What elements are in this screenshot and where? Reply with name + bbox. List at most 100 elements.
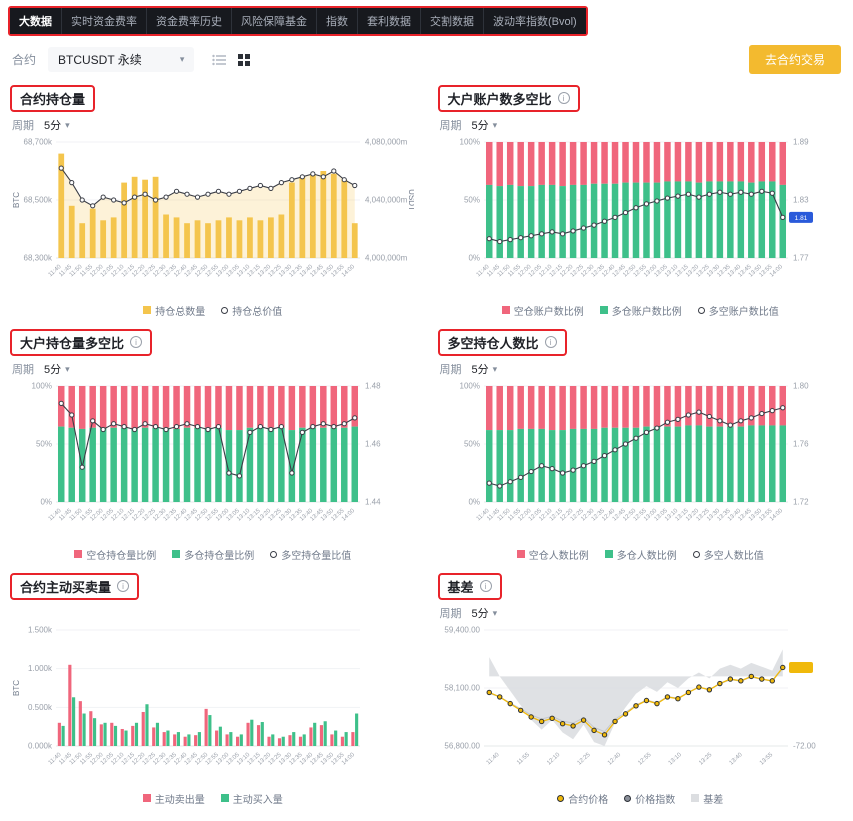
legend-item[interactable]: 空仓持仓量比例 [74,547,156,562]
nav-item-0[interactable]: 大数据 [19,16,52,28]
period-label: 周期 [12,364,34,376]
svg-text:13:55: 13:55 [758,752,774,767]
svg-text:1.77: 1.77 [793,254,809,263]
legend-label: 主动卖出量 [154,794,205,806]
chart-title-annotation-box: 大户账户数多空比 i [437,84,580,112]
period-row: 周期 5分 ▾ [440,116,844,134]
svg-text:4,000,000m: 4,000,000m [365,254,408,263]
period-row: 周期 5分 ▾ [440,360,844,378]
legend-item[interactable]: 合约价格 [557,791,608,806]
nav-item-3[interactable]: 风险保障基金 [231,8,316,34]
svg-text:USDT: USDT [407,189,414,211]
info-icon[interactable]: i [117,580,130,592]
svg-text:14:00: 14:00 [341,752,357,767]
legend-marker-icon [697,306,705,314]
chart-title: 大户持仓量多空比 [20,335,125,351]
chart-title: 大户账户数多空比 [447,91,552,107]
legend-item[interactable]: 空仓账户数比例 [501,303,584,318]
nav-item-1[interactable]: 实时资金费率 [61,8,146,34]
legend-label: 持仓总数量 [155,306,206,318]
svg-text:BTC: BTC [12,680,21,696]
info-icon[interactable]: i [479,580,492,592]
chart-panel-top-trader-account-ratio: 大户账户数多空比 i 周期 5分 ▾ 100% 50% 0% 1.89 1.83 1.77… [436,78,846,318]
chart-panel-taker-buy-sell-volume: 合约主动买卖量 i 1.500k 1.000k 0.500k 0.000k BTC 11:… [8,566,418,806]
legend-item[interactable]: 多空人数比值 [692,547,764,562]
contract-select[interactable]: BTCUSDT 永续 ▾ [48,47,195,72]
legend-label: 基差 [703,794,724,806]
svg-text:14:00: 14:00 [341,264,357,279]
period-select[interactable]: 5分 ▾ [44,117,70,133]
info-icon[interactable]: i [557,92,570,104]
chart-canvas: 100%50%0%1.891.831.7711:4011:4511:5011:5… [459,138,813,279]
period-label: 周期 [439,608,462,620]
svg-text:0%: 0% [468,498,480,507]
legend-item[interactable]: 基差 [691,791,723,806]
period-select-value: 5分 [471,608,489,620]
svg-text:14:00: 14:00 [768,508,784,523]
period-row: 周期 5分 ▾ [440,604,844,622]
legend-marker-icon [270,550,278,558]
chart-title-annotation-box: 多空持仓人数比 i [437,328,567,356]
info-icon[interactable]: i [130,336,143,348]
period-row: 周期 5分 ▾ [12,116,416,134]
period-select[interactable]: 5分 ▾ [44,361,70,377]
svg-text:11:55: 11:55 [516,752,531,767]
list-view-icon[interactable] [212,54,227,66]
legend-item[interactable]: 空仓人数比例 [516,547,589,562]
svg-text:1.83: 1.83 [793,196,809,205]
chart-title-annotation-box: 大户持仓量多空比 i [10,328,153,356]
legend-item[interactable]: 多空持仓量比值 [270,547,351,562]
legend-marker-icon [516,550,525,558]
nav-item-6[interactable]: 交割数据 [420,8,483,34]
legend-item[interactable]: 多仓人数比例 [604,547,677,562]
go-trade-button[interactable]: 去合约交易 [748,45,841,74]
svg-text:13:40: 13:40 [728,752,744,767]
legend-item[interactable]: 持仓总价值 [221,303,282,318]
legend-label: 空仓账户数比例 [513,306,584,318]
legend-label: 空仓人数比例 [528,550,589,562]
svg-text:11:40: 11:40 [485,752,500,767]
nav-item-5[interactable]: 套利数据 [357,8,420,34]
legend-item[interactable]: 多仓账户数比例 [599,303,682,318]
nav-item-4[interactable]: 指数 [316,8,357,34]
period-select[interactable]: 5分 ▾ [472,605,498,621]
chart-panel-long-short-people-ratio: 多空持仓人数比 i 周期 5分 ▾ 100% 50% 0% 1.80 1.76 1.72 1… [436,322,846,562]
period-select-value: 5分 [44,364,62,376]
legend-item[interactable]: 多仓持仓量比例 [172,547,254,562]
chart-panel-open-interest: 合约持仓量 周期 5分 ▾ 68,700k 68,500k 68,300k 4,080… [8,78,418,318]
legend-item[interactable]: 主动买入量 [220,791,283,806]
legend-item[interactable]: 主动卖出量 [142,791,205,806]
contract-label: 合约 [12,53,37,67]
svg-text:BTC: BTC [12,192,21,208]
legend-item[interactable]: 多空账户数比值 [697,303,779,318]
caret-down-icon: ▾ [65,119,70,130]
legend-marker-icon [604,550,613,558]
info-icon[interactable]: i [544,336,557,348]
svg-text:100%: 100% [459,138,479,147]
svg-text:0%: 0% [40,498,52,507]
svg-text:13:10: 13:10 [667,752,683,767]
chart-canvas: 1.500k1.000k0.500k0.000kBTC11:4011:4511:… [12,626,360,767]
legend-item[interactable]: 持仓总数量 [143,303,205,318]
svg-text:12:10: 12:10 [546,752,562,767]
period-select[interactable]: 5分 ▾ [472,361,498,377]
top-nav: 大数据 实时资金费率 资金费率历史 风险保障基金 指数 套利数据 交割数据 波动率指数(Bvo… [10,8,586,34]
legend-label: 多仓持仓量比例 [184,550,255,562]
legend-marker-icon [557,794,565,802]
nav-item-7[interactable]: 波动率指数(Bvol) [483,8,586,34]
chart-legend: 合约价格 价格指数 基差 [438,790,844,806]
chart-panel-basis: 基差 i 周期 5分 ▾ 59,400.00 58,100.00 56,800.00… [436,566,846,806]
legend-item[interactable]: 价格指数 [624,791,675,806]
svg-text:-72.00: -72.00 [793,742,816,751]
legend-marker-icon [501,306,510,314]
legend-marker-icon [220,794,229,802]
period-select[interactable]: 5分 ▾ [472,117,498,133]
svg-text:1.81: 1.81 [794,215,807,222]
nav-item-2[interactable]: 资金费率历史 [146,8,231,34]
caret-down-icon: ▾ [65,363,70,374]
chart-legend: 主动卖出量 主动买入量 [10,790,416,806]
svg-text:12:25: 12:25 [576,752,592,767]
grid-view-icon[interactable] [238,53,251,66]
chart-title-annotation-box: 合约持仓量 [10,84,96,112]
svg-text:1.76: 1.76 [793,440,809,449]
